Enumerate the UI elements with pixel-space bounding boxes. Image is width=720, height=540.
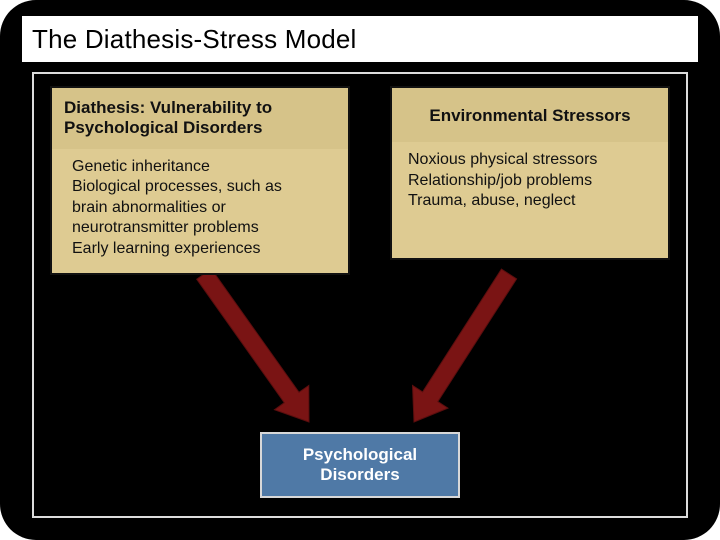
- outcome-box: Psychological Disorders: [260, 432, 460, 498]
- stressors-body: Noxious physical stressors Relationship/…: [392, 142, 668, 257]
- slide-title: The Diathesis-Stress Model: [32, 24, 357, 55]
- arrow-diathesis-to-outcome: [197, 269, 309, 422]
- title-bar: The Diathesis-Stress Model: [22, 16, 698, 62]
- diathesis-header: Diathesis: Vulnerability to Psychologica…: [52, 88, 348, 149]
- stressors-header: Environmental Stressors: [392, 88, 668, 142]
- diathesis-body: Genetic inheritance Biological processes…: [52, 149, 348, 273]
- slide: The Diathesis-Stress Model Diathesis: Vu…: [0, 0, 720, 540]
- diathesis-panel: Diathesis: Vulnerability to Psychologica…: [50, 86, 350, 275]
- diagram: Diathesis: Vulnerability to Psychologica…: [34, 74, 686, 516]
- stressors-panel: Environmental Stressors Noxious physical…: [390, 86, 670, 260]
- diagram-frame: Diathesis: Vulnerability to Psychologica…: [32, 72, 688, 518]
- arrow-stressors-to-outcome: [413, 269, 517, 422]
